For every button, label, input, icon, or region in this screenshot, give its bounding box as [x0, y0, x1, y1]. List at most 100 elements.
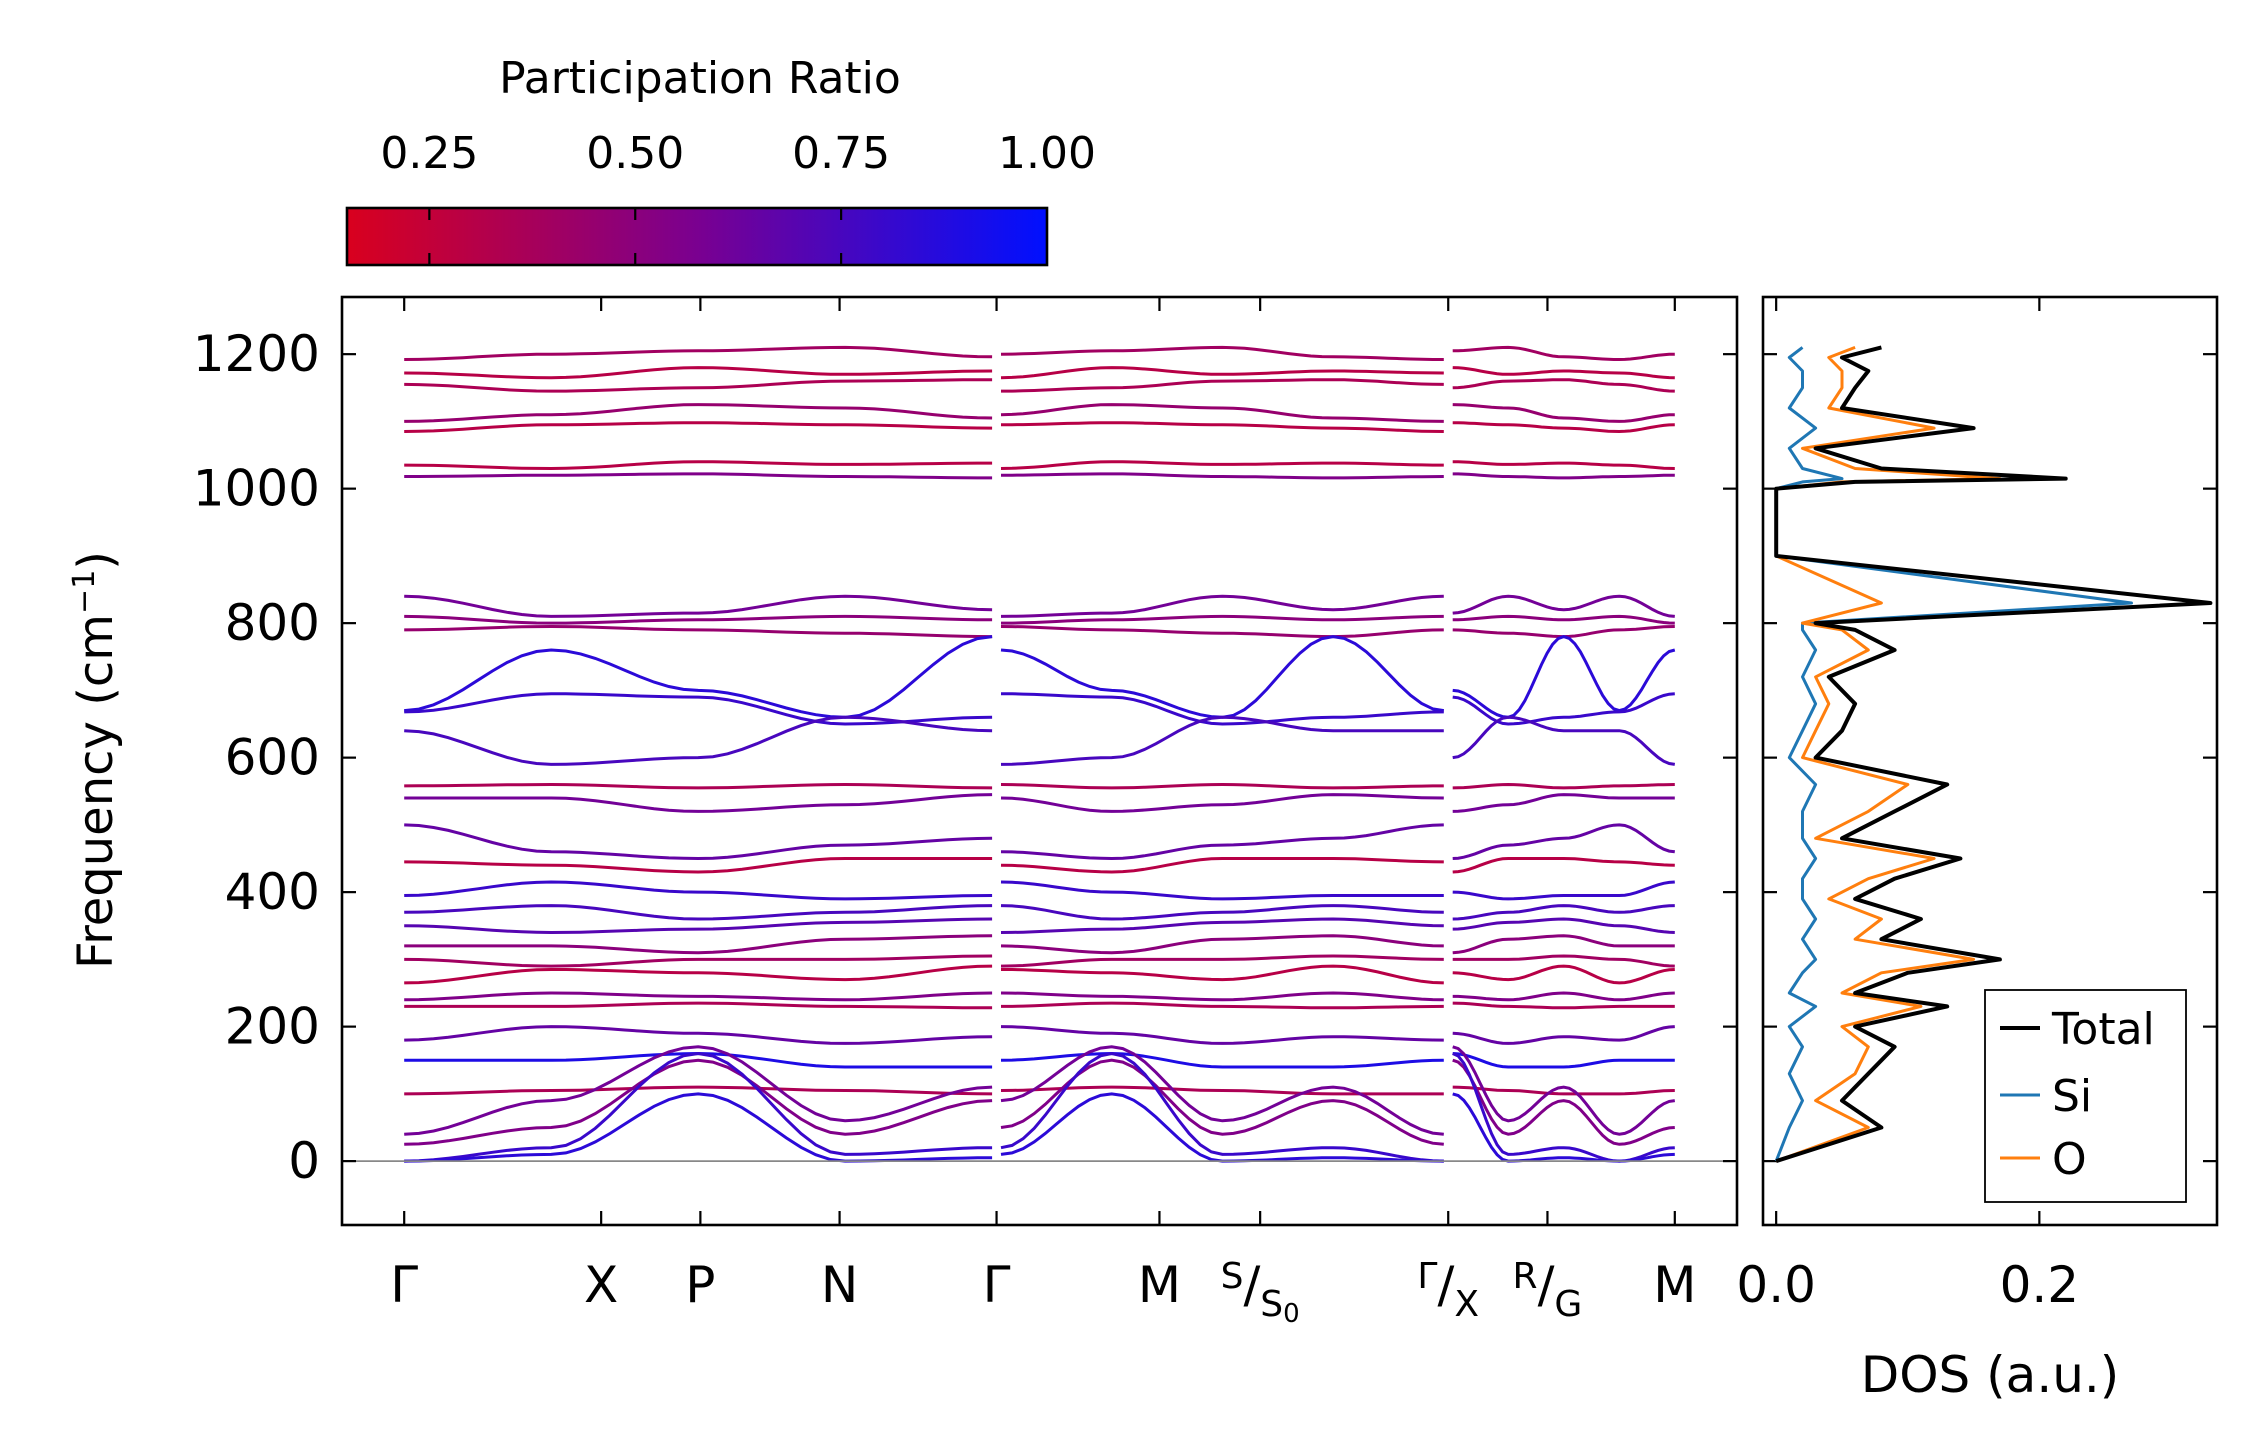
- phonon-band: [1452, 366, 1675, 380]
- k-point-label: Γ: [983, 1256, 1011, 1314]
- dos-x-tick-label: 0.0: [1736, 1256, 1816, 1314]
- phonon-band: [1452, 460, 1675, 470]
- y-axis-label-text: Frequency (cm: [68, 614, 124, 969]
- colorbar-tick-label: 1.00: [998, 128, 1096, 179]
- y-axis-label-superscript: −1: [67, 570, 102, 614]
- phonon-band: [1452, 904, 1675, 921]
- phonon-band: [404, 366, 993, 380]
- dos-series-o: [1774, 345, 2002, 1163]
- band-lines: [404, 345, 1676, 1163]
- phonon-band: [1452, 594, 1675, 618]
- band-structure-panel: 0 200 400 600 800 1000 1200 Γ X P N Γ M S/S0 Γ/X R/G M F…: [67, 295, 2217, 1329]
- phonon-band: [404, 715, 993, 766]
- dos-series-si: [1774, 346, 2133, 1162]
- phonon-band: [404, 1025, 993, 1045]
- y-tick-label: 200: [225, 998, 320, 1056]
- phonon-band: [1001, 614, 1444, 625]
- phonon-band: [1452, 378, 1675, 393]
- phonon-band: [1000, 1025, 1444, 1045]
- phonon-band: [404, 991, 993, 1002]
- phonon-band: [1452, 782, 1675, 790]
- k-point-label: X: [584, 1256, 618, 1314]
- phonon-band: [1001, 1001, 1444, 1010]
- dos-x-tick-label: 0.2: [2000, 1256, 2080, 1314]
- y-tick-label: 800: [225, 594, 320, 652]
- phonon-band: [1452, 472, 1675, 480]
- phonon-band: [404, 421, 993, 433]
- phonon-band: [1452, 1045, 1676, 1136]
- phonon-band: [404, 1051, 993, 1163]
- colorbar-title: Participation Ratio: [499, 53, 901, 104]
- phonon-band: [1001, 472, 1444, 480]
- y-tick-label: 1200: [193, 325, 320, 383]
- phonon-band: [1000, 1085, 1444, 1096]
- k-point-label: Γ/X: [1417, 1256, 1479, 1325]
- phonon-band: [404, 823, 993, 861]
- phonon-band: [1000, 823, 1444, 861]
- legend-label-o: O: [2052, 1134, 2087, 1185]
- phonon-band: [404, 594, 993, 618]
- phonon-band: [404, 614, 993, 625]
- dos-axis-ticks: 0.0 0.2: [1736, 297, 2079, 1314]
- colorbar-gradient: [345, 206, 1049, 267]
- phonon-band: [1452, 345, 1675, 361]
- phonon-band: [1001, 964, 1444, 985]
- y-tick-label: 400: [225, 863, 320, 921]
- phonon-band: [1000, 366, 1444, 380]
- phonon-band: [1000, 460, 1444, 470]
- k-point-label: M: [1138, 1256, 1181, 1314]
- phonon-band: [1452, 635, 1676, 719]
- k-point-label: P: [685, 1256, 715, 1314]
- phonon-band: [404, 378, 993, 393]
- phonon-band: [1000, 917, 1444, 934]
- y-axis-label-close: ): [68, 551, 124, 570]
- phonon-band: [1452, 1052, 1675, 1163]
- phonon-band: [1452, 1052, 1675, 1069]
- phonon-band: [1452, 793, 1675, 813]
- colorbar-tick-label: 0.50: [586, 128, 684, 179]
- band-axis-ticks: 0 200 400 600 800 1000 1200 Γ X P N Γ M S/S0 Γ/X R/G M: [193, 297, 2217, 1329]
- phonon-band: [404, 460, 993, 471]
- phonon-band: [1000, 782, 1444, 790]
- phonon-band: [1452, 991, 1675, 1002]
- legend-box: [1984, 989, 2187, 1203]
- phonon-band: [1452, 1025, 1675, 1045]
- phonon-band: [1000, 625, 1444, 639]
- phonon-band: [404, 1045, 993, 1136]
- phonon-band: [404, 964, 993, 985]
- phonon-band: [1000, 1051, 1444, 1163]
- y-axis-label: Frequency (cm−1): [67, 551, 124, 969]
- phonon-band: [1452, 954, 1675, 968]
- phonon-band: [404, 472, 993, 480]
- phonon-band: [1452, 880, 1675, 901]
- phonon-band: [404, 782, 993, 790]
- phonon-band: [404, 635, 993, 719]
- phonon-band: [1000, 857, 1444, 874]
- phonon-band: [404, 934, 993, 955]
- phonon-band: [1000, 934, 1444, 955]
- phonon-band: [1452, 692, 1675, 726]
- phonon-band: [404, 954, 993, 968]
- phonon-band: [1000, 635, 1445, 719]
- band-structure-frame: [340, 295, 1739, 1227]
- phonon-band: [404, 857, 993, 874]
- k-point-label: M: [1653, 1256, 1696, 1314]
- phonon-band: [1452, 934, 1675, 955]
- phonon-band: [404, 1085, 993, 1096]
- colorbar-tick-label: 0.25: [380, 128, 478, 179]
- y-tick-label: 600: [225, 729, 320, 787]
- legend: Total Si O: [1984, 989, 2187, 1203]
- phonon-band: [404, 692, 993, 726]
- colorbar-ticks: 0.25 0.50 0.75 1.00: [380, 128, 1096, 265]
- phonon-band: [1000, 1045, 1444, 1136]
- phonon-band: [404, 793, 993, 813]
- phonon-band: [1452, 1085, 1675, 1096]
- phonon-band: [404, 1001, 993, 1010]
- phonon-band: [1000, 991, 1444, 1002]
- phonon-band: [1452, 403, 1675, 423]
- dos-frame: [1761, 295, 2219, 1227]
- colorbar: Participation Ratio 0.25 0.50 0.75 1.00: [345, 53, 1096, 267]
- legend-label-si: Si: [2052, 1071, 2092, 1122]
- phonon-band: [404, 1058, 993, 1146]
